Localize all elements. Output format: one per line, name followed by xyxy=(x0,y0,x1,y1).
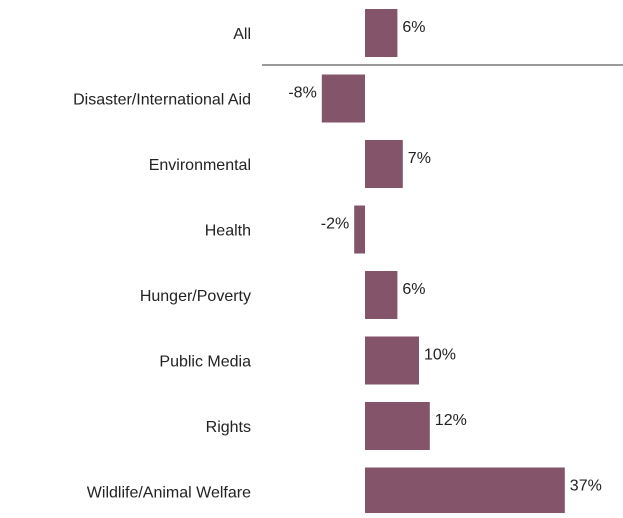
category-label: Health xyxy=(205,223,251,240)
category-label: Public Media xyxy=(159,354,251,371)
bar xyxy=(354,205,365,254)
category-label: Environmental xyxy=(149,157,251,174)
category-label: Hunger/Poverty xyxy=(140,288,251,305)
value-label: 10% xyxy=(424,347,456,364)
bar xyxy=(365,336,419,385)
value-label: 7% xyxy=(408,150,431,167)
bar xyxy=(321,74,365,123)
bar xyxy=(365,9,398,57)
value-label: -2% xyxy=(321,216,349,233)
category-label: All xyxy=(233,26,251,43)
category-label: Disaster/International Aid xyxy=(73,92,251,109)
category-label: Wildlife/Animal Welfare xyxy=(87,485,251,502)
value-label: -8% xyxy=(288,85,316,102)
value-label: 37% xyxy=(570,478,602,495)
bar xyxy=(365,402,430,450)
bar xyxy=(365,140,403,188)
value-label: 12% xyxy=(435,412,467,429)
bar xyxy=(365,271,398,319)
bar xyxy=(365,467,565,516)
value-label: 6% xyxy=(402,281,425,298)
value-label: 6% xyxy=(402,19,425,36)
category-label: Rights xyxy=(206,419,251,436)
